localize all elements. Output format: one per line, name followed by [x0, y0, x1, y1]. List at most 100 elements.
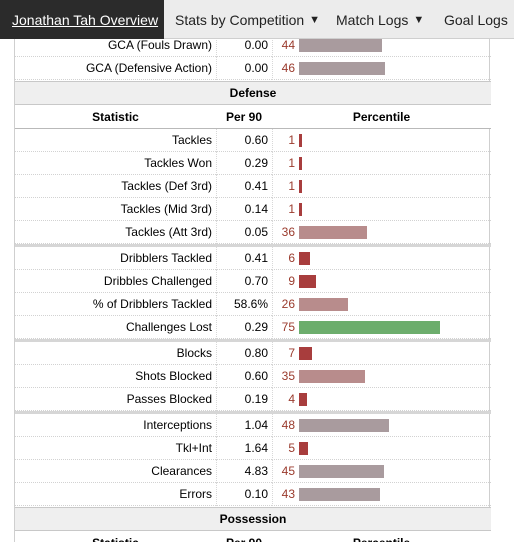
column-header-statistic[interactable]: Statistic — [92, 110, 139, 124]
stat-row: Passes Blocked 0.19 4 — [15, 388, 491, 411]
percentile-value: 48 — [281, 418, 295, 432]
stat-row: Interceptions 1.04 48 — [15, 414, 491, 437]
per90-value: 0.29 — [216, 152, 272, 175]
percentile-cell: 43 — [272, 483, 491, 506]
stat-row: Tackles (Def 3rd) 0.41 1 — [15, 175, 491, 198]
percentile-bar — [299, 252, 310, 265]
percentile-cell: 5 — [272, 437, 491, 460]
stat-row: Tackles (Mid 3rd) 0.14 1 — [15, 198, 491, 221]
stat-row: Dribbles Challenged 0.70 9 — [15, 270, 491, 293]
stat-row: Tkl+Int 1.64 5 — [15, 437, 491, 460]
group-divider — [15, 244, 491, 247]
per90-value: 0.00 — [216, 57, 272, 80]
per90-value: 1.04 — [216, 414, 272, 437]
percentile-cell: 1 — [272, 198, 491, 221]
tab-label: Match Logs — [336, 11, 409, 28]
percentile-cell: 1 — [272, 152, 491, 175]
per90-value: 0.60 — [216, 129, 272, 152]
scouting-report-table: GCA (Fouls Drawn) 0.00 44 GCA (Defensive Ac… — [14, 0, 491, 542]
per90-value: 0.05 — [216, 221, 272, 244]
per90-value: 0.60 — [216, 365, 272, 388]
per90-value: 0.10 — [216, 483, 272, 506]
percentile-value: 75 — [281, 320, 295, 334]
percentile-value: 46 — [281, 61, 295, 75]
section-title-defense: Defense — [15, 81, 491, 105]
tab-player-overview[interactable]: Jonathan Tah Overview — [0, 0, 164, 39]
percentile-cell: 45 — [272, 460, 491, 483]
stat-label: GCA (Fouls Drawn) — [15, 34, 216, 57]
column-header-per90[interactable]: Per 90 — [225, 110, 263, 124]
stat-label: Tackles Won — [15, 152, 216, 175]
percentile-bar — [299, 180, 302, 193]
percentile-cell: 44 — [272, 34, 491, 57]
percentile-value: 35 — [281, 369, 295, 383]
tab-stats-by-competition[interactable]: Stats by Competition ▼ — [175, 0, 320, 39]
tab-goal-logs[interactable]: Goal Logs ▼ — [444, 0, 514, 39]
stat-label: Clearances — [15, 460, 216, 483]
percentile-cell: 6 — [272, 247, 491, 270]
percentile-cell: 26 — [272, 293, 491, 316]
percentile-bar — [299, 370, 365, 383]
percentile-bar — [299, 134, 302, 147]
tab-match-logs[interactable]: Match Logs ▼ — [336, 0, 424, 39]
percentile-bar — [299, 488, 380, 501]
percentile-value: 9 — [288, 274, 295, 288]
caret-down-icon: ▼ — [513, 14, 514, 26]
percentile-value: 1 — [288, 202, 295, 216]
per90-value: 4.83 — [216, 460, 272, 483]
per90-value: 0.41 — [216, 175, 272, 198]
percentile-cell: 75 — [272, 316, 491, 339]
percentile-bar — [299, 347, 312, 360]
percentile-cell: 48 — [272, 414, 491, 437]
percentile-cell: 1 — [272, 175, 491, 198]
group-divider — [15, 411, 491, 414]
percentile-cell: 4 — [272, 388, 491, 411]
column-header-row: Statistic Per 90 Percentile — [15, 105, 491, 129]
column-header-per90[interactable]: Per 90 — [216, 531, 272, 542]
percentile-value: 43 — [281, 487, 295, 501]
column-header-percentile[interactable]: Percentile — [272, 531, 491, 542]
tab-label: Jonathan Tah Overview — [12, 11, 159, 28]
percentile-cell: 7 — [272, 342, 491, 365]
percentile-value: 36 — [281, 225, 295, 239]
stat-label: Interceptions — [15, 414, 216, 437]
percentile-bar — [299, 39, 382, 52]
percentile-value: 1 — [288, 133, 295, 147]
percentile-cell: 36 — [272, 221, 491, 244]
stat-row: Blocks 0.80 7 — [15, 342, 491, 365]
stat-row: Tackles 0.60 1 — [15, 129, 491, 152]
percentile-bar — [299, 157, 302, 170]
percentile-value: 6 — [288, 251, 295, 265]
stat-row: Errors 0.10 43 — [15, 483, 491, 506]
stat-row: % of Dribblers Tackled 58.6% 26 — [15, 293, 491, 316]
stat-label: Tackles (Att 3rd) — [15, 221, 216, 244]
stat-row: GCA (Defensive Action) 0.00 46 — [15, 57, 491, 80]
percentile-cell: 35 — [272, 365, 491, 388]
per90-value: 0.00 — [216, 34, 272, 57]
stat-label: Passes Blocked — [15, 388, 216, 411]
percentile-value: 45 — [281, 464, 295, 478]
stat-label: Blocks — [15, 342, 216, 365]
percentile-bar — [299, 393, 307, 406]
percentile-value: 44 — [281, 38, 295, 52]
per90-value: 0.29 — [216, 316, 272, 339]
percentile-bar — [299, 226, 367, 239]
tab-label: Stats by Competition — [175, 11, 305, 28]
column-header-percentile[interactable]: Percentile — [352, 110, 411, 124]
stat-label: Dribblers Tackled — [15, 247, 216, 270]
tab-label: Goal Logs — [444, 11, 508, 28]
caret-down-icon: ▼ — [309, 13, 321, 26]
percentile-bar — [299, 275, 316, 288]
stat-row: Dribblers Tackled 0.41 6 — [15, 247, 491, 270]
per90-value: 0.14 — [216, 198, 272, 221]
column-header-statistic[interactable]: Statistic — [15, 531, 216, 542]
stat-row: Shots Blocked 0.60 35 — [15, 365, 491, 388]
per90-value: 1.64 — [216, 437, 272, 460]
percentile-bar — [299, 298, 348, 311]
stat-label: Challenges Lost — [15, 316, 216, 339]
percentile-bar — [299, 442, 308, 455]
stat-label: Tackles — [15, 129, 216, 152]
stat-row: Tackles Won 0.29 1 — [15, 152, 491, 175]
percentile-value: 1 — [288, 156, 295, 170]
